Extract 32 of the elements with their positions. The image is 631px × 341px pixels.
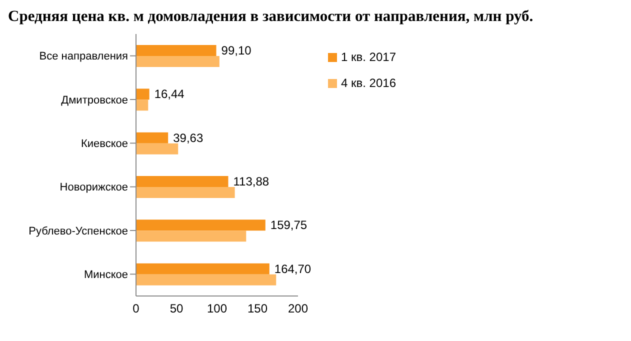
legend-label: 1 кв. 2017 — [341, 50, 396, 64]
bar — [136, 45, 216, 56]
data-label: 39,63 — [173, 130, 204, 145]
bar — [136, 230, 246, 242]
bar — [136, 100, 148, 111]
bar — [136, 132, 168, 144]
bar — [136, 220, 266, 231]
bar — [136, 187, 235, 198]
legend-label: 4 кв. 2016 — [341, 76, 396, 90]
x-tick-label: 0 — [132, 302, 140, 316]
y-tick-label: Минское — [84, 269, 128, 282]
bar — [136, 263, 270, 274]
data-label: 16,44 — [154, 87, 185, 102]
bar — [136, 176, 228, 187]
data-label: 159,75 — [270, 218, 308, 232]
y-tick-label: Все направления — [39, 50, 128, 63]
bar — [136, 88, 150, 100]
bar — [136, 143, 178, 154]
x-tick-label: 50 — [170, 302, 184, 316]
x-tick-label: 100 — [206, 302, 228, 316]
bar — [136, 56, 220, 67]
data-label: 164,70 — [274, 262, 312, 276]
y-tick-label: Новорижское — [60, 182, 128, 194]
chart-title: Средняя цена кв. м домовладения в зависимости от направления, млн руб. — [8, 8, 534, 26]
y-tick-label: Рублево-Успенское — [28, 225, 128, 238]
x-tick-label: 150 — [247, 302, 268, 316]
y-tick-label: Киевское — [80, 138, 128, 150]
bar — [136, 274, 276, 286]
x-tick-label: 200 — [288, 302, 308, 316]
y-tick-label: Дмитровское — [61, 94, 128, 106]
data-label: 113,88 — [233, 174, 270, 188]
data-label: 99,10 — [221, 44, 252, 58]
